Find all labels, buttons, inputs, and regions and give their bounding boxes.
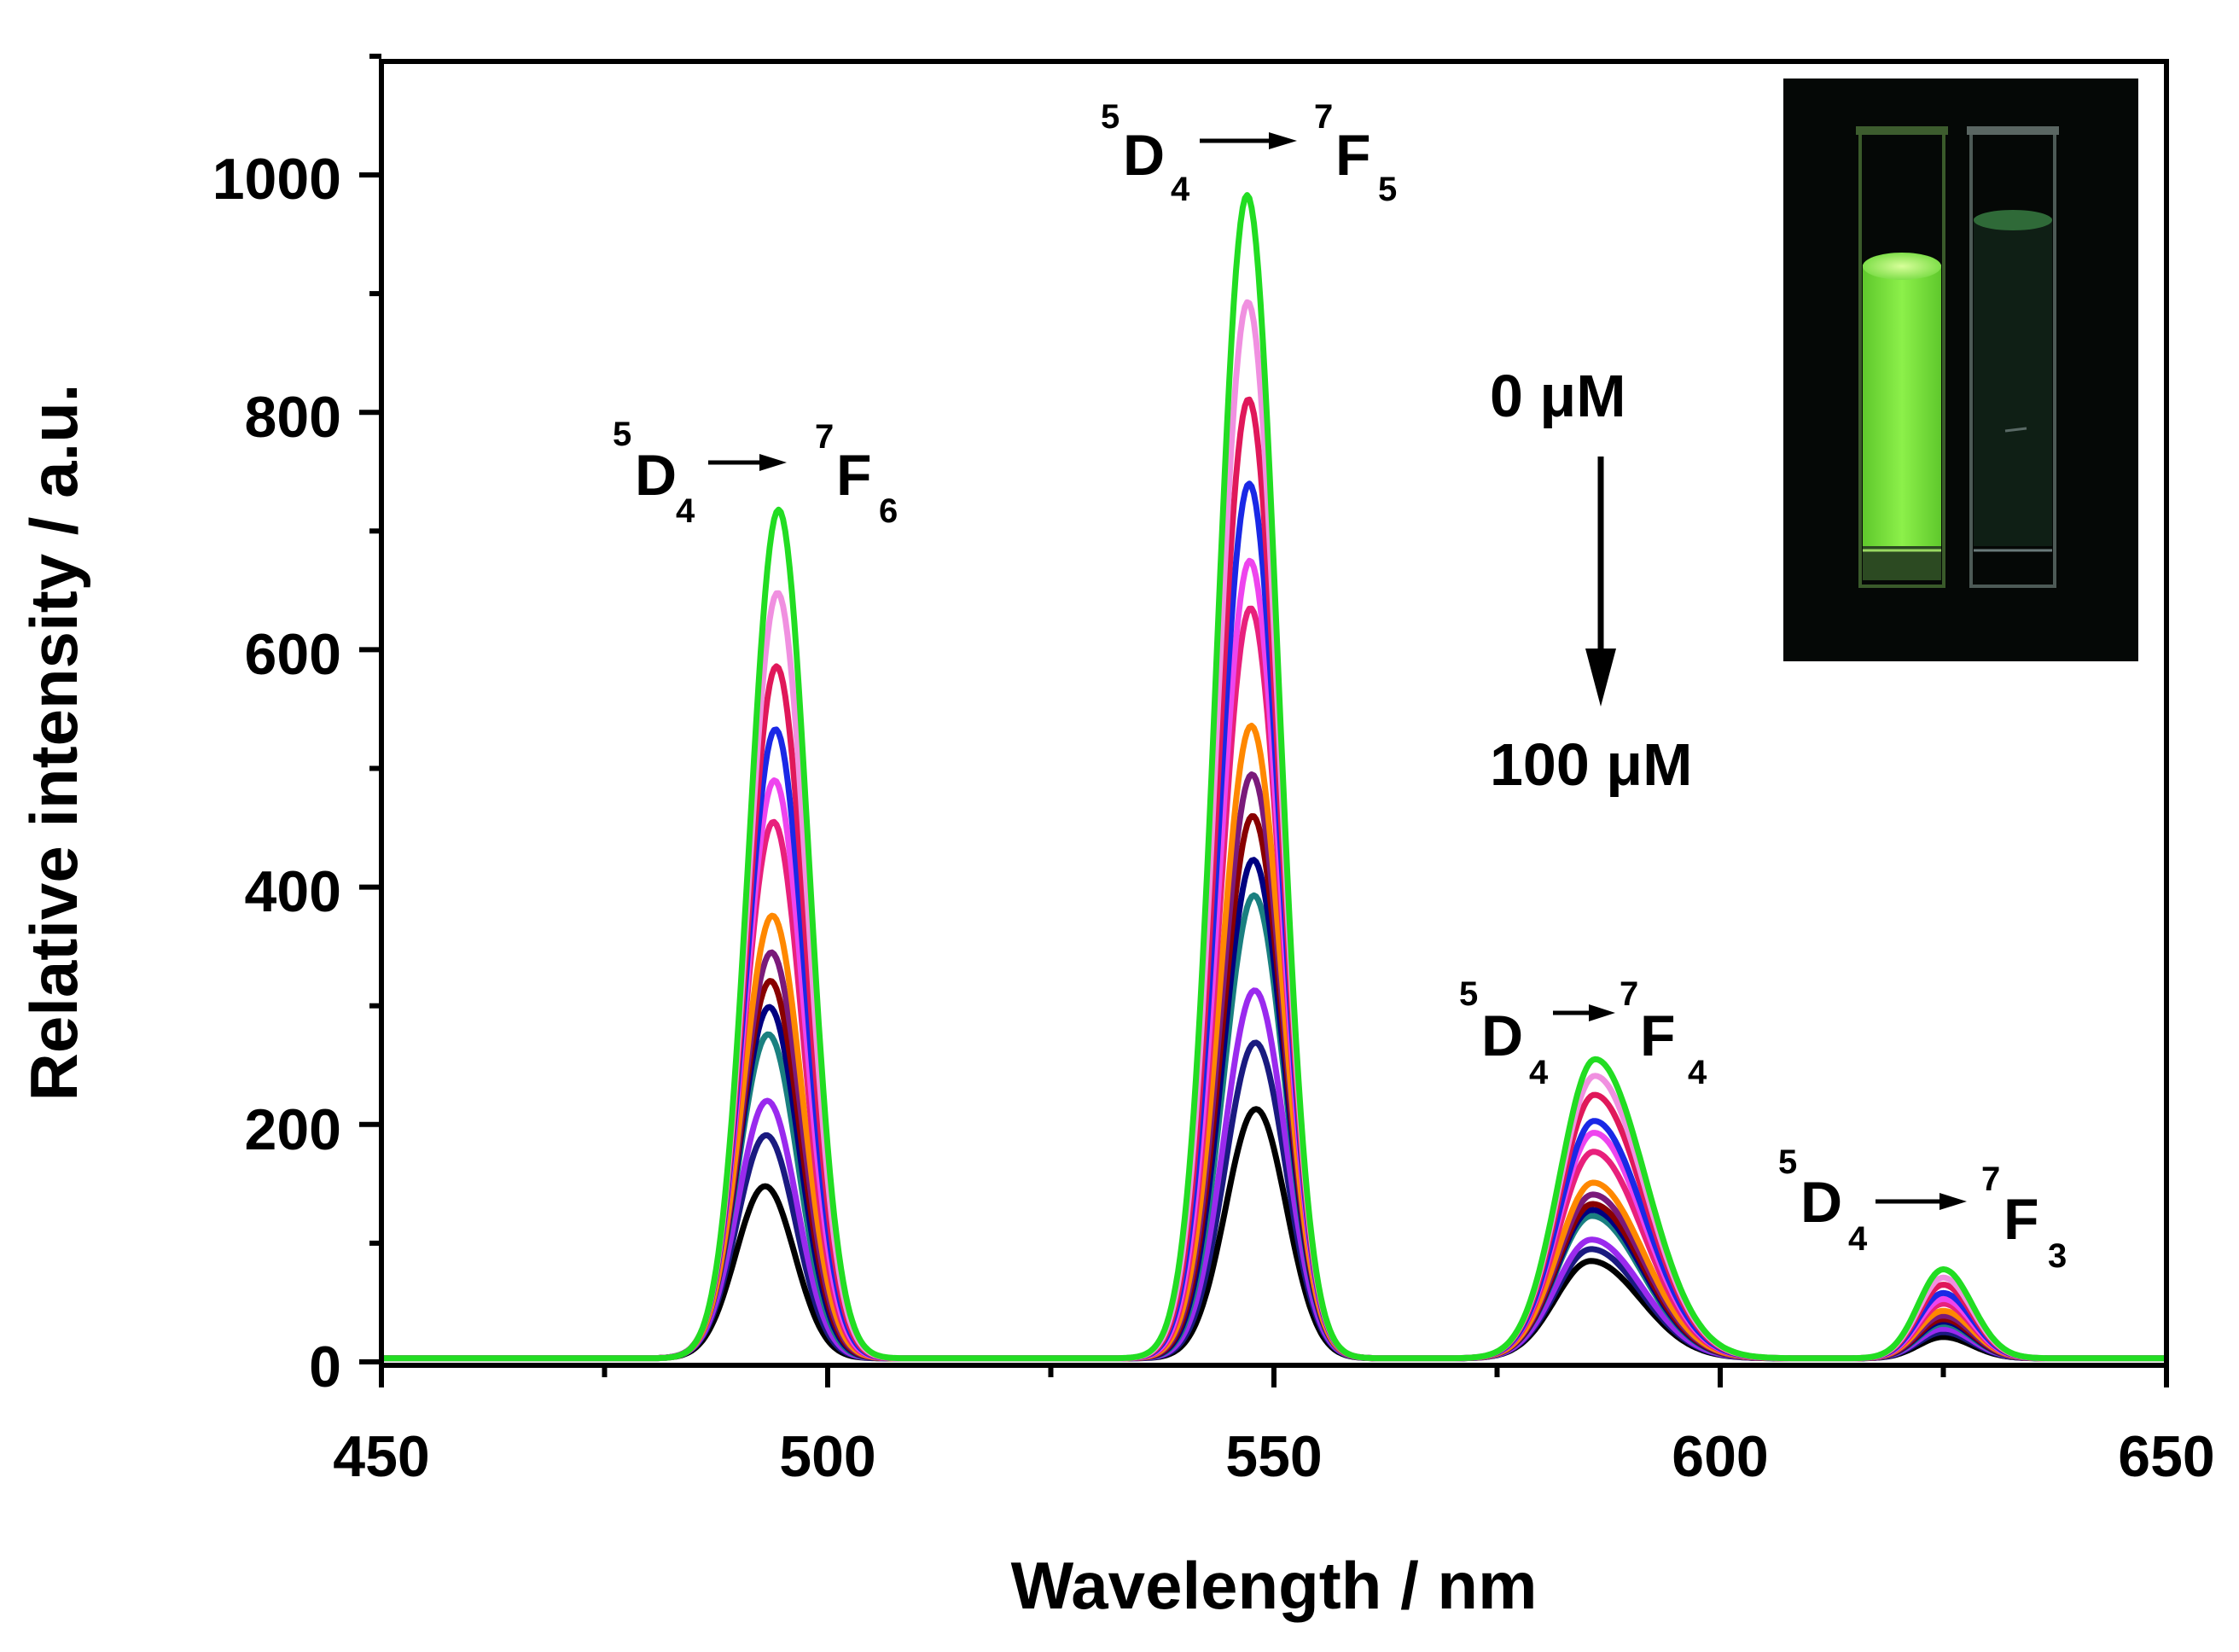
svg-text:D: D xyxy=(635,443,677,508)
y-tick-label-800: 800 xyxy=(245,385,341,450)
x-tick-label-650: 650 xyxy=(2118,1424,2214,1489)
series-line-14 xyxy=(381,1106,2167,1362)
inset-cuvette-photo xyxy=(1783,79,2138,661)
annotation-7F3: 5 D 4 7 F 3 xyxy=(1778,1143,2067,1275)
y-tick-label-0: 0 xyxy=(309,1335,341,1399)
svg-text:5: 5 xyxy=(1459,975,1478,1013)
x-tick-label-500: 500 xyxy=(779,1424,875,1489)
series-line-12 xyxy=(381,987,2167,1362)
annotation-7F6: 5 D 4 7 F 6 xyxy=(613,416,898,530)
x-tick-label-550: 550 xyxy=(1225,1424,1322,1489)
y-axis-title: Relative intensity / a.u. xyxy=(16,384,91,1102)
svg-text:D: D xyxy=(1481,1003,1523,1068)
svg-text:7: 7 xyxy=(815,418,834,456)
x-tick-label-600: 600 xyxy=(1672,1424,1768,1489)
series-line-1 xyxy=(381,192,2167,1362)
y-tick-labels: 0 200 400 600 800 1000 xyxy=(212,147,341,1399)
svg-text:4: 4 xyxy=(1848,1220,1868,1258)
svg-text:4: 4 xyxy=(1171,171,1190,208)
annotation-7F4: 5 D 4 7 F 4 xyxy=(1459,975,1707,1091)
svg-text:F: F xyxy=(2003,1187,2039,1252)
svg-text:6: 6 xyxy=(879,492,898,530)
arrow-head xyxy=(1269,132,1297,149)
arrow-head xyxy=(1939,1193,1967,1210)
svg-text:D: D xyxy=(1123,123,1165,188)
svg-text:5: 5 xyxy=(613,416,631,453)
arrow-head xyxy=(1589,1004,1615,1021)
concentration-arrow-head xyxy=(1585,649,1616,707)
svg-text:5: 5 xyxy=(1378,171,1397,208)
concentration-end-label: 100 μM xyxy=(1490,731,1692,798)
inset-background xyxy=(1783,79,2138,661)
svg-text:7: 7 xyxy=(1314,98,1333,136)
svg-text:D: D xyxy=(1800,1170,1842,1235)
y-tick-label-200: 200 xyxy=(245,1097,341,1162)
y-tick-label-600: 600 xyxy=(245,622,341,687)
svg-text:F: F xyxy=(1640,1003,1676,1068)
svg-text:F: F xyxy=(1335,123,1371,188)
arrow-head xyxy=(759,454,787,471)
y-tick-label-400: 400 xyxy=(245,859,341,924)
cuvette-quenched xyxy=(1967,126,2059,588)
axis-ticks xyxy=(359,53,2169,1387)
concentration-start-label: 0 μM xyxy=(1490,363,1626,429)
svg-text:7: 7 xyxy=(1981,1160,2000,1198)
svg-text:7: 7 xyxy=(1620,975,1638,1013)
svg-text:F: F xyxy=(836,443,872,508)
svg-text:4: 4 xyxy=(1688,1054,1707,1091)
y-tick-label-1000: 1000 xyxy=(212,147,341,212)
cuvette-luminescent xyxy=(1856,126,1948,588)
series-group xyxy=(381,192,2167,1362)
svg-text:4: 4 xyxy=(1529,1054,1549,1091)
svg-text:3: 3 xyxy=(2048,1237,2067,1275)
svg-text:5: 5 xyxy=(1101,98,1120,136)
svg-text:5: 5 xyxy=(1778,1143,1797,1181)
x-axis-title: Wavelength / nm xyxy=(1011,1548,1538,1623)
annotation-7F5: 5 D 4 7 F 5 xyxy=(1101,98,1397,208)
x-tick-labels: 450 500 550 600 650 xyxy=(333,1424,2214,1489)
svg-text:4: 4 xyxy=(676,492,695,530)
x-tick-label-450: 450 xyxy=(333,1424,429,1489)
